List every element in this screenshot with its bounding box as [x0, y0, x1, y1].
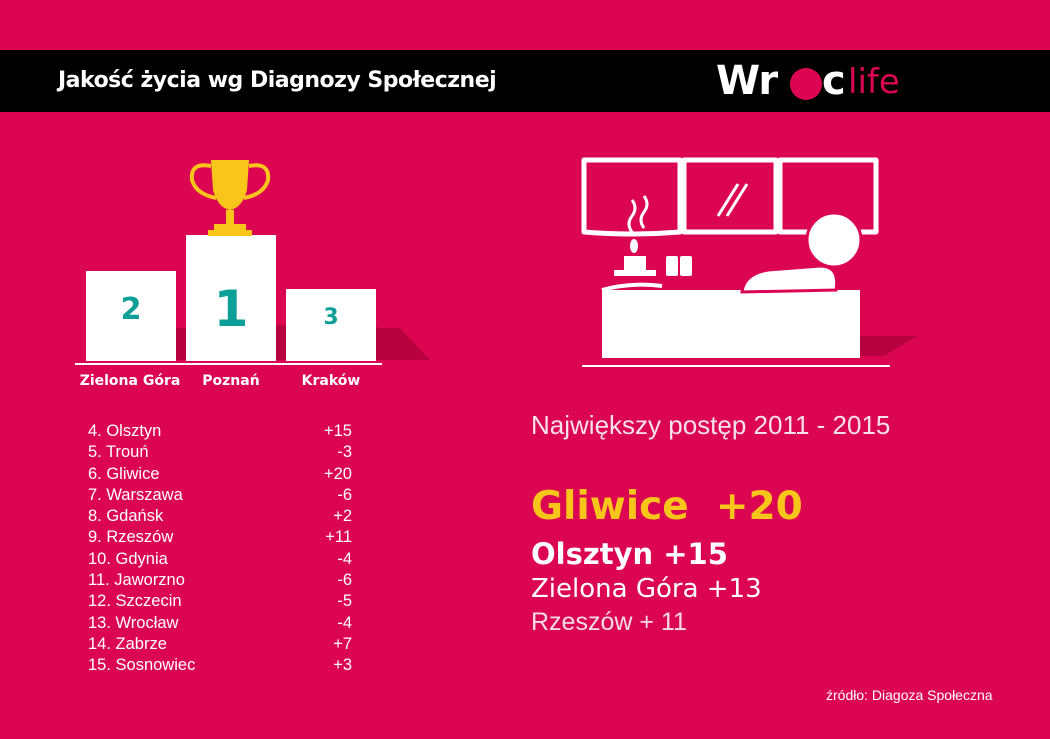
- podium-shadow-3: [375, 328, 430, 360]
- list-item: 4. Olsztyn +15: [88, 421, 352, 442]
- rank-change: -5: [337, 592, 352, 611]
- rank-change: -3: [337, 443, 352, 462]
- rank-city: 13. Wrocław: [88, 613, 179, 632]
- rank-change: +3: [333, 656, 352, 675]
- logo-text-c: c: [822, 58, 846, 104]
- steam-icon: [627, 199, 637, 233]
- list-item: 10. Gdynia -4: [88, 549, 352, 570]
- wroclife-logo: Wr c life: [716, 56, 916, 108]
- rank-change: -6: [337, 571, 352, 590]
- progress-item-2: Olsztyn +15: [531, 537, 728, 571]
- rank-city: 8. Gdańsk: [88, 507, 164, 526]
- window-frames: [581, 157, 879, 237]
- list-item: 5. Trouń -3: [88, 442, 352, 463]
- rank-city: 9. Rzeszów: [88, 528, 174, 547]
- rank-city: 12. Szczecin: [88, 592, 182, 611]
- list-item: 15. Sosnowiec +3: [88, 655, 352, 676]
- window-glare-2: [725, 183, 749, 217]
- podium-label-1: Poznań: [202, 373, 260, 389]
- podium-label-2: Zielona Góra: [79, 373, 181, 389]
- podium-label-3: Kraków: [301, 373, 361, 389]
- window-glare-1: [716, 183, 740, 217]
- list-item: 8. Gdańsk +2: [88, 506, 352, 527]
- list-item: 9. Rzeszów +11: [88, 527, 352, 548]
- ranking-list: 4. Olsztyn +15 5. Trouń -3 6. Gliwice +20 7…: [88, 421, 352, 677]
- podium-place-1: 1: [213, 280, 249, 338]
- jars-icon: [666, 256, 692, 276]
- candle-icon: [614, 239, 656, 276]
- rank-city: 4. Olsztyn: [88, 422, 162, 440]
- list-item: 12. Szczecin -5: [88, 591, 352, 612]
- rank-city: 15. Sosnowiec: [88, 656, 196, 675]
- list-item: 11. Jaworzno -6: [88, 570, 352, 591]
- relaxing-person-illustration: [581, 157, 917, 367]
- podium-block-2: [86, 271, 176, 361]
- list-item: 7. Warszawa -6: [88, 485, 352, 506]
- page-title: Jakość życia wg Diagnozy Społecznej: [58, 68, 497, 93]
- rank-city: 10. Gdynia: [88, 549, 168, 568]
- podium-place-2: 2: [120, 292, 142, 327]
- podium-block-3: [286, 289, 376, 361]
- rank-city: 7. Warszawa: [88, 485, 183, 504]
- podium-block-1: [186, 235, 276, 361]
- rank-change: -4: [337, 549, 352, 568]
- rank-city: 5. Trouń: [88, 443, 149, 462]
- steam-icon-2: [639, 195, 649, 229]
- rank-change: -4: [337, 613, 352, 632]
- person-icon: [740, 211, 863, 294]
- podium-illustration: [75, 160, 430, 365]
- rank-change: +7: [333, 634, 352, 653]
- progress-item-3: Zielona Góra +13: [531, 574, 762, 604]
- logo-circle-icon: [790, 68, 822, 100]
- rank-change: +15: [324, 422, 352, 440]
- podium-place-3: 3: [323, 305, 339, 330]
- rank-city: 14. Zabrze: [88, 634, 167, 653]
- rank-change: -6: [337, 485, 352, 504]
- bathtub-icon: [602, 290, 860, 358]
- list-item: 14. Zabrze +7: [88, 634, 352, 655]
- rank-change: +2: [333, 507, 352, 526]
- bath-shadow: [860, 336, 917, 356]
- list-item: 6. Gliwice +20: [88, 464, 352, 485]
- list-item: 13. Wrocław -4: [88, 613, 352, 634]
- rank-city: 6. Gliwice: [88, 464, 160, 483]
- rank-change: +20: [324, 464, 352, 483]
- rank-change: +11: [325, 528, 352, 547]
- progress-item-4: Rzeszów + 11: [531, 608, 687, 636]
- header-bar: Jakość życia wg Diagnozy Społecznej Wr c…: [0, 50, 1050, 112]
- logo-text-life: life: [848, 62, 900, 102]
- rank-city: 11. Jaworzno: [88, 571, 185, 590]
- logo-text-wr: Wr: [716, 58, 778, 104]
- progress-title: Największy postęp 2011 - 2015: [531, 410, 891, 440]
- trophy-icon: [189, 160, 271, 236]
- source-note: źródło: Diagoza Społeczna: [826, 687, 993, 703]
- progress-item-1: Gliwice +20: [531, 484, 803, 529]
